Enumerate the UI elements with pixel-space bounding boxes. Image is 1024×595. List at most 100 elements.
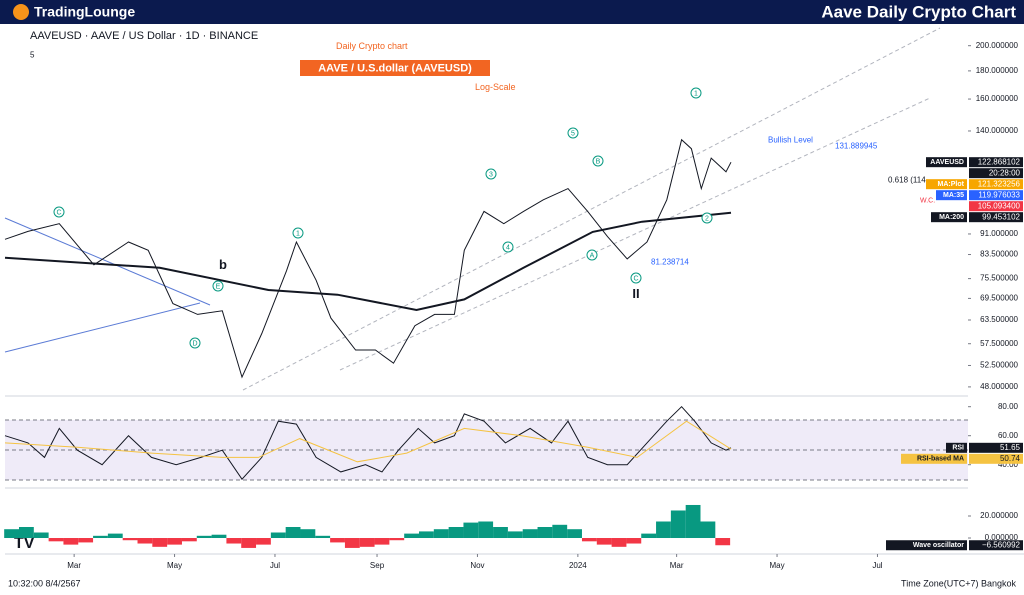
oscillator-bar — [522, 529, 538, 539]
oscillator-bar — [18, 527, 34, 539]
label-name: MA:Plot — [938, 181, 965, 188]
annotation: C — [633, 275, 638, 282]
page-title: Aave Daily Crypto Chart — [821, 2, 1016, 21]
y-tick-label: 57.500000 — [980, 339, 1018, 348]
price-label: −6.560992 — [982, 540, 1021, 549]
channel-line — [4, 217, 211, 306]
oscillator-bar — [685, 504, 701, 539]
wave-circle — [701, 212, 713, 224]
oscillator-bar — [256, 538, 271, 545]
label-name: MA:200 — [939, 214, 964, 221]
timezone: Time Zone(UTC+7) Bangkok — [901, 578, 1016, 588]
wave-circle — [592, 155, 604, 167]
price-label-box — [969, 540, 1023, 551]
oscillator-bar — [93, 535, 108, 539]
price-label: 51.65 — [1000, 443, 1021, 452]
price-label-box — [969, 190, 1023, 201]
oscillator-bar — [181, 538, 197, 542]
annotation: 1 — [296, 230, 300, 237]
price-axis — [968, 24, 1024, 554]
y-tick-label: 180.000000 — [976, 66, 1019, 75]
oscillator-bar — [656, 521, 671, 539]
oscillator-bar — [359, 538, 375, 547]
logo-icon — [13, 4, 29, 20]
oscillator-bar — [641, 533, 657, 539]
label-name: RSI — [952, 445, 964, 452]
x-tick-label: Mar — [670, 561, 684, 570]
price-label-box — [969, 442, 1023, 453]
series-line — [4, 138, 732, 379]
oscillator-bar — [700, 521, 716, 539]
wave-circle — [292, 227, 304, 239]
label-name: RSI-based MA — [917, 456, 964, 463]
channel-line — [339, 97, 931, 371]
price-label: 105.093400 — [978, 201, 1021, 210]
x-tick-label: May — [769, 561, 784, 570]
oscillator-bar — [33, 532, 49, 539]
x-tick-label: Mar — [67, 561, 81, 570]
label-name-box — [931, 212, 967, 223]
oscillator-bar — [300, 529, 316, 539]
price-label: 50.74 — [1000, 454, 1021, 463]
wave-circle — [586, 249, 598, 261]
oscillator-bar — [552, 524, 568, 539]
y-tick-label: 160.000000 — [976, 94, 1019, 103]
label-name-box — [926, 179, 967, 190]
x-tick-label: 2024 — [569, 561, 587, 570]
oscillator-bar — [567, 529, 582, 539]
annotation: C — [56, 209, 61, 216]
header-bar — [0, 0, 1024, 24]
annotation: A — [590, 252, 595, 259]
oscillator-bar — [196, 535, 212, 539]
oscillator-bar — [285, 527, 301, 539]
label-name-box — [886, 540, 967, 551]
price-label-box — [969, 201, 1023, 212]
y-tick-label: 200.000000 — [976, 41, 1019, 50]
oscillator-bar — [507, 531, 523, 539]
y-tick-label: 83.500000 — [980, 250, 1018, 259]
series-line — [4, 405, 732, 481]
oscillator-bar — [715, 538, 731, 546]
annotation: W.C. — [920, 197, 935, 204]
oscillator-bar — [167, 538, 182, 545]
annotation: Log-Scale — [475, 82, 516, 92]
oscillator-bar — [374, 538, 390, 545]
oscillator-bar — [315, 535, 331, 539]
oscillator-bar — [463, 522, 479, 539]
series-line — [4, 420, 732, 463]
annotation: 5 — [30, 51, 35, 60]
y-tick-label: 140.000000 — [976, 126, 1019, 135]
y-tick-label: 20.000000 — [980, 511, 1018, 520]
label-name: MA:35 — [943, 192, 964, 199]
y-tick-label: 0.000000 — [985, 533, 1019, 542]
oscillator-bar — [419, 531, 434, 539]
oscillator-bar — [270, 532, 286, 539]
y-tick-label: 63.500000 — [980, 315, 1018, 324]
y-tick-label: 60.00 — [998, 431, 1019, 440]
y-tick-label: 91.000000 — [980, 229, 1018, 238]
annotation: 3 — [489, 171, 493, 178]
annotation: 2 — [705, 215, 709, 222]
symbol-title: AAVEUSD · AAVE / US Dollar · 1D · BINANC… — [30, 30, 258, 42]
label-name-box — [926, 157, 967, 168]
oscillator-bar — [448, 527, 464, 539]
oscillator-bar — [611, 538, 627, 547]
oscillator-bar — [537, 527, 553, 539]
oscillator-bar — [78, 538, 94, 543]
oscillator-bar — [389, 538, 405, 541]
y-tick-label: 48.000000 — [980, 382, 1018, 391]
series-line — [4, 211, 732, 312]
channel-line — [242, 27, 941, 391]
label-name: Wave oscillator — [913, 542, 964, 549]
annotation: AAVE / U.S.dollar (AAVEUSD) — [318, 62, 472, 74]
label-name-box — [946, 442, 967, 453]
oscillator-bar — [137, 538, 153, 544]
clock: 10:32:00 8/4/2567 — [8, 578, 81, 588]
oscillator-bar — [670, 510, 686, 539]
price-label-box — [969, 453, 1023, 464]
wave-circle — [690, 87, 702, 99]
price-label: 121.323256 — [978, 179, 1021, 188]
oscillator-bar — [404, 533, 420, 539]
price-label-box — [969, 212, 1023, 223]
